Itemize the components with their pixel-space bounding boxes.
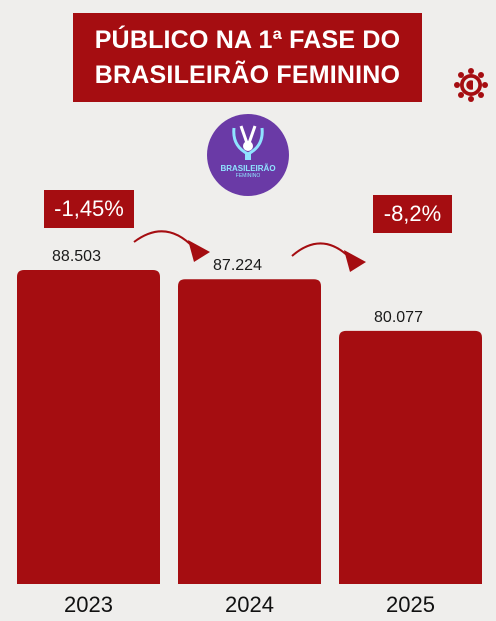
- change-badge-2024: -1,45%: [44, 190, 134, 228]
- bar-2023: [17, 270, 160, 584]
- brand-sun-icon: [454, 68, 488, 102]
- title-banner: PÚBLICO NA 1ª FASE DO BRASILEIRÃO FEMINI…: [73, 13, 422, 102]
- value-label-2024: 87.224: [213, 257, 262, 274]
- bar-2025: [339, 330, 482, 584]
- title-line-2: BRASILEIRÃO FEMININO: [94, 60, 401, 89]
- year-label-2024: 2024: [225, 592, 274, 617]
- bar-2024: [178, 279, 321, 584]
- value-label-2025: 80.077: [374, 309, 423, 326]
- trend-arrow-2025: [291, 242, 366, 272]
- league-name: BRASILEIRÃO: [220, 164, 276, 173]
- change-badge-2025: -8,2%: [373, 195, 452, 233]
- trend-arrow-2024: [133, 230, 210, 262]
- year-label-2023: 2023: [64, 592, 113, 617]
- trophy-icon: [232, 125, 264, 160]
- value-label-2023: 88.503: [52, 248, 101, 265]
- year-label-2025: 2025: [386, 592, 435, 617]
- league-logo: BRASILEIRÃO FEMININO: [207, 114, 289, 196]
- title-line-1: PÚBLICO NA 1ª FASE DO: [94, 25, 401, 54]
- league-sub: FEMININO: [235, 173, 261, 179]
